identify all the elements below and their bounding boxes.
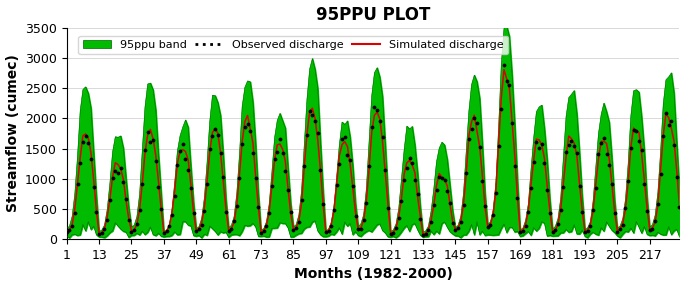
Title: 95PPU PLOT: 95PPU PLOT [316,5,430,24]
Y-axis label: Streamflow (cumec): Streamflow (cumec) [5,55,20,212]
Legend: 95ppu band, Observed discharge, Simulated discharge: 95ppu band, Observed discharge, Simulate… [78,36,508,55]
X-axis label: Months (1982-2000): Months (1982-2000) [294,267,453,282]
